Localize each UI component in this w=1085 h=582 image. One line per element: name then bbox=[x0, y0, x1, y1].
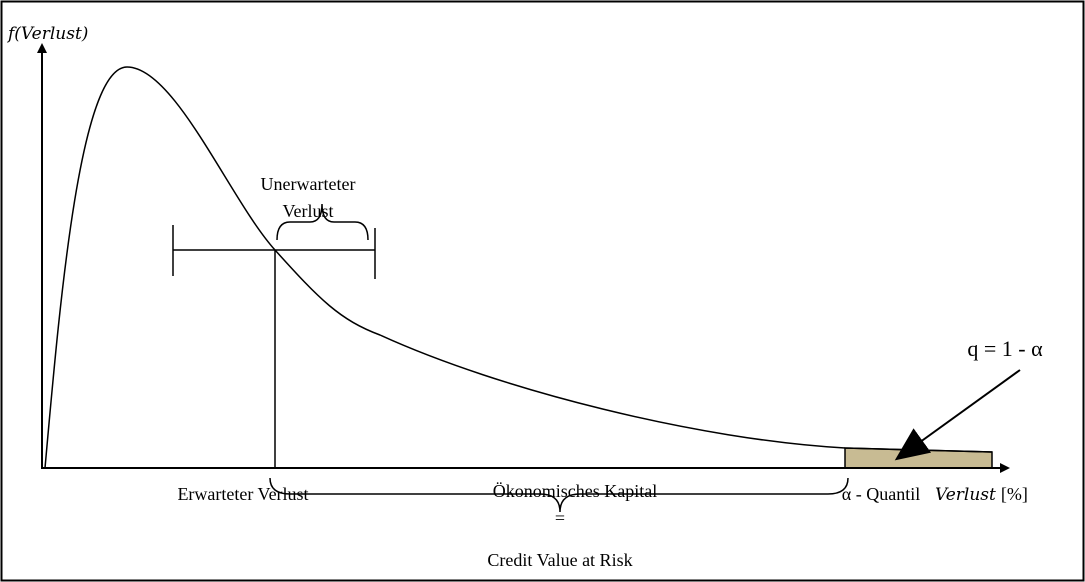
y-axis-label: f(Verlust) bbox=[6, 24, 88, 44]
x-axis-name: Verlust bbox=[935, 485, 996, 505]
label: = bbox=[555, 508, 565, 528]
label: Ökonomisches Kapital bbox=[493, 481, 657, 501]
x-axis-unit: [%] bbox=[1001, 484, 1028, 504]
label: Erwarteter Verlust bbox=[177, 484, 308, 504]
pointer-arrow bbox=[894, 369, 1021, 461]
label: Verlust bbox=[283, 201, 334, 221]
brace bbox=[276, 203, 369, 241]
label: α - Quantil bbox=[842, 484, 920, 504]
density-curve bbox=[44, 66, 993, 469]
label: q = 1 - α bbox=[967, 336, 1043, 361]
x-axis-label: Verlust [%] bbox=[935, 484, 1028, 505]
brace bbox=[269, 477, 849, 513]
label: Credit Value at Risk bbox=[487, 550, 632, 570]
label: Unerwarteter bbox=[261, 174, 356, 194]
